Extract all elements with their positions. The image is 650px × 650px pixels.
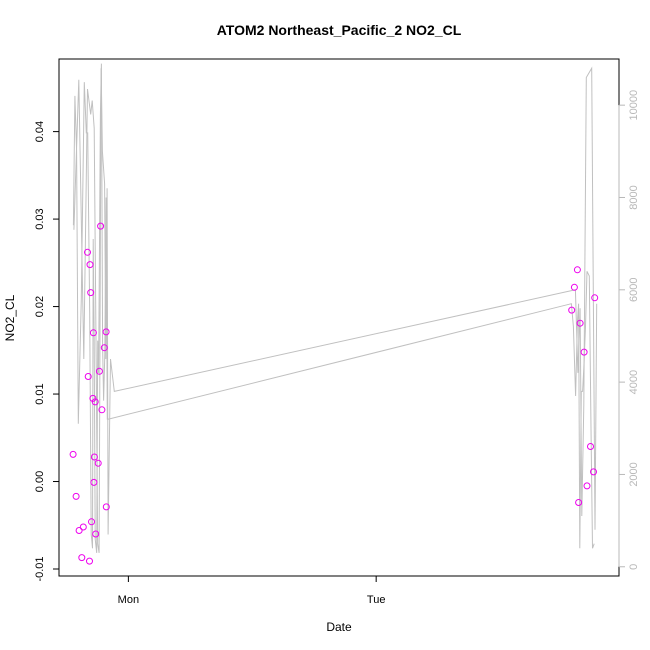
data-point xyxy=(575,499,583,506)
data-point xyxy=(95,367,103,375)
y2-tick-label: 2000 xyxy=(628,462,640,486)
y2-tick-label: 8000 xyxy=(628,185,640,209)
data-point xyxy=(84,373,92,380)
y2-tick-label: 0 xyxy=(628,564,640,570)
data-point xyxy=(580,348,588,356)
x-tick-label: Mon xyxy=(118,594,139,606)
data-point xyxy=(88,518,95,526)
data-point xyxy=(573,266,581,274)
y-tick-label: 0.01 xyxy=(34,383,46,404)
data-point xyxy=(100,344,108,352)
data-point xyxy=(570,283,578,291)
y-tick-label: 0.02 xyxy=(34,296,46,317)
y-axis-right: 0 2000 4000 6000 8000 10000 xyxy=(618,90,640,570)
x-axis-label: Date xyxy=(326,620,352,634)
y-axis-label: NO2_CL xyxy=(3,294,17,341)
x-tick-label: Tue xyxy=(367,594,386,606)
data-point xyxy=(576,319,584,327)
y2-tick-label: 6000 xyxy=(628,278,640,302)
data-point xyxy=(102,328,110,336)
data-point xyxy=(590,468,597,476)
data-point xyxy=(69,450,77,458)
data-point xyxy=(92,530,100,538)
chart-title: ATOM2 Northeast_Pacific_2 NO2_CL xyxy=(217,22,462,38)
data-point xyxy=(90,478,98,486)
data-point xyxy=(90,453,98,461)
data-point xyxy=(79,523,87,531)
data-point xyxy=(591,294,599,302)
data-point xyxy=(75,527,83,534)
y2-tick-label: 4000 xyxy=(628,370,640,394)
data-point xyxy=(102,503,110,511)
points-layer xyxy=(69,222,599,565)
data-point xyxy=(89,394,97,402)
data-point xyxy=(87,289,95,297)
data-point xyxy=(78,554,86,562)
y-tick-label: -0.01 xyxy=(34,556,46,581)
data-point xyxy=(98,406,106,414)
y2-tick-label: 10000 xyxy=(628,90,640,121)
data-point xyxy=(86,557,93,565)
data-point xyxy=(94,459,102,467)
data-point xyxy=(583,482,591,490)
data-point xyxy=(86,261,94,269)
y-tick-label: 0.03 xyxy=(34,208,46,229)
y-tick-label: 0.04 xyxy=(34,121,46,142)
y-axis-left: -0.01 0.00 0.01 0.02 0.03 0.04 xyxy=(34,121,60,582)
data-point xyxy=(91,398,99,406)
data-point xyxy=(97,222,105,230)
data-point xyxy=(89,329,97,337)
y-tick-label: 0.00 xyxy=(34,471,46,492)
data-point xyxy=(587,443,594,450)
x-axis: Mon Tue xyxy=(118,575,386,606)
data-point xyxy=(568,306,576,314)
data-point xyxy=(84,248,91,256)
data-point xyxy=(72,492,80,500)
